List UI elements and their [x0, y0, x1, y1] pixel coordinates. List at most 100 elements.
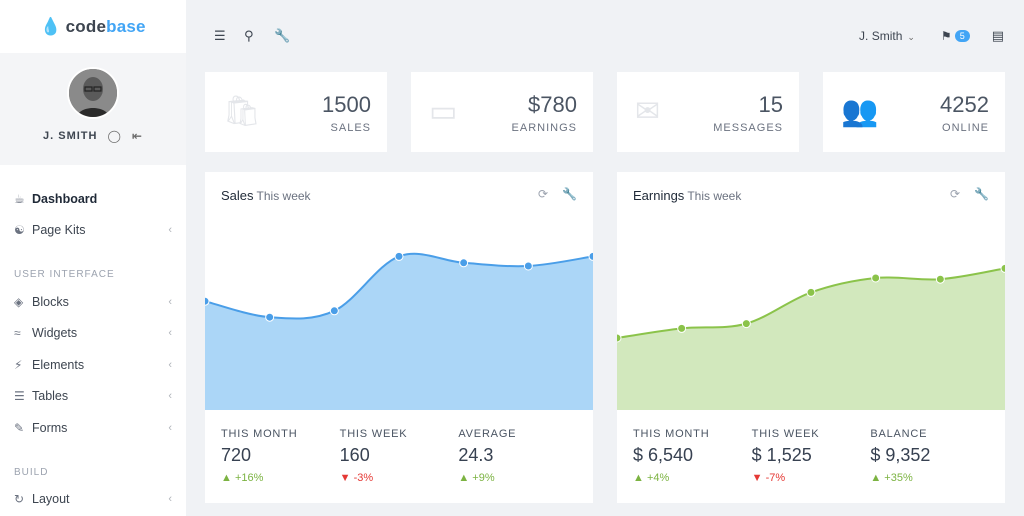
earnings-area — [617, 268, 1005, 410]
footer-change: ▲ +4% — [633, 472, 670, 484]
stat-card-earnings[interactable]: ▭ $780 EARNINGS — [411, 72, 593, 152]
side-overlay-icon[interactable]: ▤ — [991, 28, 1004, 43]
earnings-point-5[interactable] — [871, 273, 881, 283]
refresh-icon[interactable]: ⟳ — [949, 187, 961, 201]
avatar[interactable] — [67, 67, 119, 119]
sidebar-item-blocks[interactable]: ◈ Blocks ‹ — [0, 286, 186, 318]
sidebar-item-forms[interactable]: ✎ Forms ‹ — [0, 412, 186, 444]
drop-icon[interactable]: ◯ — [107, 129, 122, 143]
stat-value: 1500 — [322, 92, 371, 117]
sales-point-6[interactable] — [523, 261, 533, 271]
sidebar-item-widgets[interactable]: ≈ Widgets ‹ — [0, 318, 186, 350]
wave-icon: ≈ — [14, 326, 21, 341]
wrench-icon[interactable]: 🔧 — [274, 28, 291, 43]
user-dropdown[interactable]: J. Smith ⌄ — [859, 29, 915, 43]
footer-label: THIS WEEK — [751, 428, 820, 440]
footer-value: 24.3 — [458, 445, 494, 465]
logout-icon[interactable]: ⇤ — [131, 129, 143, 143]
footer-change: ▼ -7% — [751, 472, 786, 484]
chevron-left-icon: ‹ — [168, 224, 172, 237]
earnings-point-4[interactable] — [806, 287, 816, 297]
sales-point-2[interactable] — [265, 312, 275, 322]
footer-label: THIS MONTH — [221, 428, 298, 440]
sales-point-4[interactable] — [394, 251, 404, 261]
top-header: ☰ ⚲ 🔧 J. Smith ⌄ ⚑ 5 ▤ — [186, 0, 1024, 72]
footer-change-value: +35% — [884, 472, 913, 484]
stat-card-online[interactable]: 👥 4252 ONLINE — [823, 72, 1005, 152]
stat-label: MESSAGES — [713, 122, 783, 134]
sales-point-3[interactable] — [329, 306, 339, 316]
earnings-point-7[interactable] — [1000, 263, 1005, 273]
footer-stat: AVERAGE 24.3 ▲ +9% — [458, 428, 577, 503]
chevron-left-icon: ‹ — [168, 493, 172, 506]
sidebar-item-dashboard[interactable]: ☕ Dashboard — [0, 183, 186, 215]
sidebar: 💧 code base J. SMITH ◯ ⇤ ☕ Dashboard ☯ Pa… — [0, 0, 186, 516]
earnings-point-1[interactable] — [617, 333, 622, 343]
users-icon: 👥 — [841, 95, 879, 128]
stat-label: EARNINGS — [511, 122, 577, 134]
stat-value: $780 — [528, 92, 577, 117]
sidebar-item-tables[interactable]: ☰ Tables ‹ — [0, 381, 186, 413]
notifications-button[interactable]: ⚑ 5 — [941, 29, 970, 43]
sidebar-item-label: Blocks — [32, 294, 69, 309]
footer-value: 720 — [221, 445, 252, 465]
earnings-point-6[interactable] — [935, 274, 945, 284]
refresh-icon[interactable]: ⟳ — [537, 187, 549, 201]
footer-stat: THIS WEEK 160 ▼ -3% — [340, 428, 459, 503]
sidebar-item-page-kits[interactable]: ☯ Page Kits ‹ — [0, 215, 186, 247]
notification-count: 5 — [954, 30, 970, 42]
footer-change: ▲ +16% — [221, 472, 264, 484]
block-title-main: Earnings — [633, 188, 685, 203]
wallet-icon: ▭ — [429, 95, 458, 128]
block-options: ⟳ 🔧 — [538, 187, 577, 201]
earnings-point-2[interactable] — [677, 323, 687, 333]
footer-value: 160 — [339, 445, 370, 465]
sales-point-1[interactable] — [205, 296, 210, 306]
footer-label: THIS WEEK — [339, 428, 408, 440]
earnings-footer: THIS MONTH $ 6,540 ▲ +4% THIS WEEK $ 1,5… — [617, 410, 1005, 503]
stat-label: ONLINE — [942, 122, 989, 134]
footer-label: BALANCE — [870, 428, 928, 440]
sidebar-item-elements[interactable]: ⚡ Elements ‹ — [0, 349, 186, 381]
sales-point-5[interactable] — [459, 258, 469, 268]
sidebar-item-label: Widgets — [32, 326, 78, 341]
earnings-point-3[interactable] — [741, 319, 751, 329]
block-title: Sales This week — [221, 188, 311, 203]
chevron-left-icon: ‹ — [168, 295, 172, 308]
bolt-icon: ⚡ — [14, 357, 23, 372]
sales-point-7[interactable] — [588, 251, 593, 261]
stat-card-sales[interactable]: 🛍 1500 SALES — [205, 72, 387, 152]
footer-stat: THIS MONTH $ 6,540 ▲ +4% — [633, 428, 752, 503]
footer-change-value: +16% — [234, 472, 264, 484]
footer-stat: BALANCE $ 9,352 ▲ +35% — [870, 428, 989, 503]
menu-toggle-icon[interactable]: ☰ — [214, 28, 226, 43]
sidebar-item-label: Dashboard — [32, 191, 98, 206]
chevron-left-icon: ‹ — [168, 327, 172, 340]
footer-value: $ 9,352 — [870, 445, 931, 465]
footer-label: AVERAGE — [458, 428, 517, 440]
sales-chart-block: Sales This week ⟳ 🔧 THIS MONTH 720 ▲ +16%… — [205, 172, 593, 503]
nav-heading-ui: USER INTERFACE — [14, 269, 115, 280]
chevron-left-icon: ‹ — [168, 390, 172, 403]
stat-card-messages[interactable]: ✉ 15 MESSAGES — [617, 72, 799, 152]
stat-label: SALES — [330, 122, 371, 134]
chevron-down-icon: ⌄ — [907, 32, 915, 42]
chevron-left-icon: ‹ — [168, 358, 172, 371]
footer-change-value: -7% — [765, 472, 786, 484]
wrench-icon[interactable]: 🔧 — [974, 187, 989, 201]
wrench-icon[interactable]: 🔧 — [562, 187, 577, 201]
flame-icon: 💧 — [40, 16, 62, 36]
search-icon[interactable]: ⚲ — [244, 28, 254, 43]
sidebar-item-layout[interactable]: ↻ Layout ‹ — [0, 484, 186, 516]
logo-suffix: base — [106, 16, 146, 36]
footer-change-value: +9% — [472, 472, 495, 484]
user-panel: J. SMITH ◯ ⇤ — [0, 53, 186, 165]
sidebar-item-label: Layout — [32, 492, 70, 507]
user-name[interactable]: J. SMITH — [43, 130, 98, 142]
sidebar-item-label: Forms — [32, 420, 68, 435]
logo[interactable]: 💧 code base — [0, 0, 186, 53]
block-title: Earnings This week — [633, 188, 741, 203]
flag-icon: ⚑ — [940, 29, 952, 43]
footer-change-value: -3% — [353, 472, 374, 484]
stat-value: 15 — [758, 92, 783, 117]
